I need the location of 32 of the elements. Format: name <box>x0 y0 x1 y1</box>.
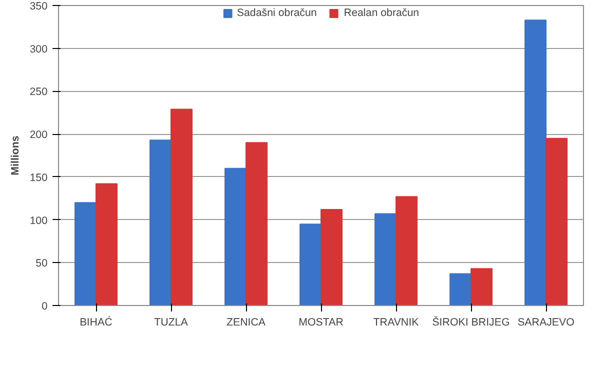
legend-label: Realan obračun <box>344 7 420 19</box>
bar <box>246 142 268 306</box>
y-axis-title: Millions <box>10 136 22 176</box>
bar <box>546 138 568 306</box>
bar <box>320 209 342 306</box>
bar <box>396 196 418 306</box>
x-tick-label: MOSTAR <box>298 316 344 328</box>
bar <box>170 108 192 306</box>
bar <box>470 268 492 306</box>
y-tick-label: 150 <box>30 172 48 184</box>
x-tick-label: BIHAĆ <box>80 316 113 328</box>
bar <box>150 140 172 306</box>
bar <box>224 168 246 306</box>
bar <box>374 213 396 306</box>
bar <box>74 202 96 306</box>
x-tick-label: ŠIROKI BRIJEG <box>432 316 510 328</box>
x-tick-label: ZENICA <box>226 316 266 328</box>
y-tick-label: 0 <box>42 300 48 312</box>
y-tick-label: 100 <box>30 214 48 227</box>
y-tick-label: 200 <box>30 129 48 142</box>
y-tick-label: 350 <box>30 0 48 12</box>
bar <box>96 183 118 306</box>
x-tick-label: SARAJEVO <box>518 316 574 328</box>
x-tick-label: TUZLA <box>154 316 189 328</box>
bar <box>450 273 472 306</box>
y-tick-label: 50 <box>36 258 48 270</box>
x-tick-label: TRAVNIK <box>373 316 419 328</box>
bar <box>300 224 322 306</box>
y-tick-label: 250 <box>30 86 48 98</box>
bar <box>524 20 546 306</box>
legend-label: Sadašni obračun <box>236 7 317 19</box>
y-tick-label: 300 <box>30 43 48 56</box>
